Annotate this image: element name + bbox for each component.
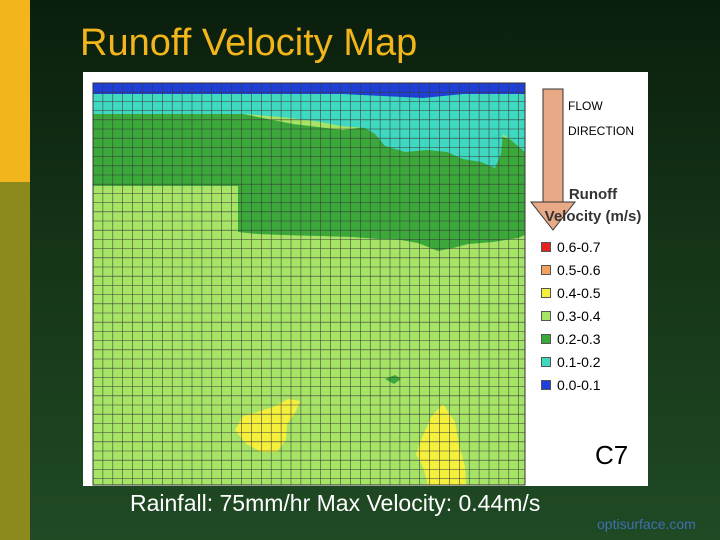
- zone-0.1-0.2-band: [93, 94, 525, 168]
- slide-caption: Rainfall: 75mm/hr Max Velocity: 0.44m/s: [130, 490, 541, 516]
- legend-swatch: [541, 242, 551, 252]
- legend-label: 0.5-0.6: [557, 262, 601, 278]
- legend-item: 0.1-0.2: [541, 354, 601, 370]
- legend-label: 0.6-0.7: [557, 239, 601, 255]
- legend-swatch: [541, 357, 551, 367]
- accent-bar-lower: [0, 182, 30, 540]
- legend-swatch: [541, 380, 551, 390]
- legend-swatch: [541, 265, 551, 275]
- legend-swatch: [541, 288, 551, 298]
- legend-item: 0.0-0.1: [541, 377, 601, 393]
- zone-0.0-0.1-strip: [93, 83, 525, 98]
- legend-label: 0.1-0.2: [557, 354, 601, 370]
- plot-label: C7: [595, 440, 629, 470]
- zone-0.4-0.5-patch-right: [416, 404, 466, 485]
- watermark: optisurface.com: [597, 516, 696, 532]
- velocity-map: [92, 82, 577, 486]
- flow-arrow: [529, 88, 577, 231]
- legend-item: 0.5-0.6: [541, 262, 601, 278]
- map-border: [92, 82, 526, 486]
- velocity-map-panel: FLOW DIRECTION Runoff Velocity (m/s) 0.6…: [83, 72, 648, 486]
- legend-swatch: [541, 334, 551, 344]
- legend-label: 0.4-0.5: [557, 285, 601, 301]
- legend-item: 0.6-0.7: [541, 239, 601, 255]
- legend-label: 0.3-0.4: [557, 308, 601, 324]
- legend-label: 0.2-0.3: [557, 331, 601, 347]
- slide-title: Runoff Velocity Map: [80, 22, 418, 64]
- legend-title-line1: Runoff: [568, 186, 618, 203]
- accent-bar-upper: [0, 0, 30, 182]
- legend-item: 0.3-0.4: [541, 308, 601, 324]
- legend-item: 0.2-0.3: [541, 331, 601, 347]
- flow-label: FLOW: [568, 99, 603, 113]
- legend-label: 0.0-0.1: [557, 377, 601, 393]
- legend-swatch: [541, 311, 551, 321]
- legend-item: 0.4-0.5: [541, 285, 601, 301]
- direction-label: DIRECTION: [568, 124, 634, 138]
- legend-title-line2: Velocity (m/s): [544, 208, 642, 225]
